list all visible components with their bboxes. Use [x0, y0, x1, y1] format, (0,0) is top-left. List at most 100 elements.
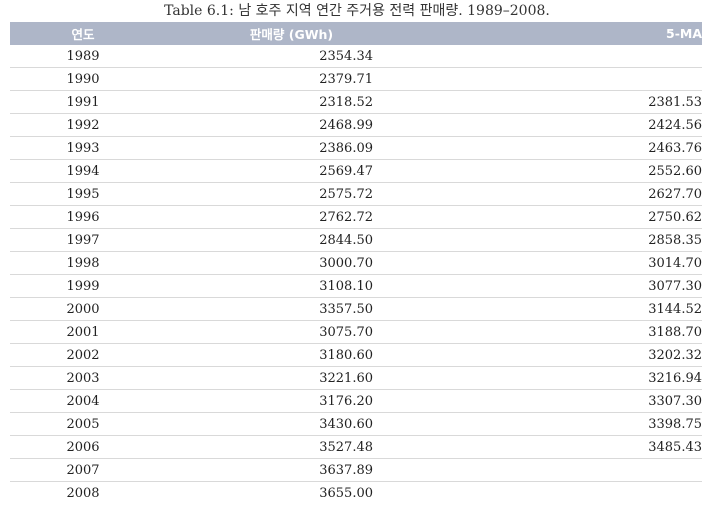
cell-ma: 3307.30	[427, 389, 702, 413]
cell-sales: 3637.89	[156, 458, 427, 482]
table-body: 1989 2354.34 1990 2379.71 1991 2318.52 2381.53…	[10, 45, 702, 504]
cell-ma	[427, 45, 702, 68]
cell-year: 2000	[10, 297, 156, 321]
cell-sales: 3180.60	[156, 343, 427, 367]
cell-year: 2001	[10, 320, 156, 344]
cell-ma: 3014.70	[427, 251, 702, 275]
cell-sales: 2844.50	[156, 228, 427, 252]
cell-year: 2007	[10, 458, 156, 482]
cell-sales: 2575.72	[156, 182, 427, 206]
cell-sales-value: 2569.47	[319, 163, 373, 179]
table-row: 1998 3000.70 3014.70	[10, 251, 702, 275]
cell-year: 1996	[10, 205, 156, 229]
cell-year: 1990	[10, 67, 156, 91]
table-caption: Table 6.1: 남 호주 지역 연간 주거용 전력 판매량. 1989–2…	[0, 0, 714, 22]
cell-ma	[427, 481, 702, 504]
table-row: 1992 2468.99 2424.56	[10, 113, 702, 137]
table-row: 2002 3180.60 3202.32	[10, 343, 702, 367]
cell-sales-value: 2386.09	[319, 140, 373, 156]
cell-sales: 3221.60	[156, 366, 427, 390]
cell-ma: 2424.56	[427, 113, 702, 137]
cell-year: 2005	[10, 412, 156, 436]
cell-year: 1994	[10, 159, 156, 183]
cell-sales-value: 3357.50	[319, 301, 373, 317]
table-row: 2004 3176.20 3307.30	[10, 389, 702, 413]
cell-sales: 2569.47	[156, 159, 427, 183]
table-row: 1993 2386.09 2463.76	[10, 136, 702, 160]
cell-ma: 2552.60	[427, 159, 702, 183]
cell-ma: 3398.75	[427, 412, 702, 436]
cell-sales-value: 3637.89	[319, 462, 373, 478]
table-row: 1990 2379.71	[10, 67, 702, 91]
table-row: 2001 3075.70 3188.70	[10, 320, 702, 344]
cell-year: 1997	[10, 228, 156, 252]
cell-year: 1993	[10, 136, 156, 160]
cell-ma: 3216.94	[427, 366, 702, 390]
data-table: 연도 판매량 (GWh) 5-MA 1989 2354.34 1990 2379.71…	[10, 22, 702, 504]
cell-ma	[427, 67, 702, 91]
cell-year: 1995	[10, 182, 156, 206]
cell-sales: 3357.50	[156, 297, 427, 321]
table-row: 1996 2762.72 2750.62	[10, 205, 702, 229]
cell-ma: 3202.32	[427, 343, 702, 367]
cell-ma: 2627.70	[427, 182, 702, 206]
cell-sales-value: 2379.71	[319, 71, 373, 87]
cell-year: 2004	[10, 389, 156, 413]
table-row: 2007 3637.89	[10, 458, 702, 482]
cell-sales: 3108.10	[156, 274, 427, 298]
cell-sales-value: 3180.60	[319, 347, 373, 363]
cell-sales-value: 3176.20	[319, 393, 373, 409]
header-row: 연도 판매량 (GWh) 5-MA	[10, 22, 702, 45]
table-row: 2005 3430.60 3398.75	[10, 412, 702, 436]
table-row: 1995 2575.72 2627.70	[10, 182, 702, 206]
cell-sales: 3527.48	[156, 435, 427, 459]
cell-ma: 2463.76	[427, 136, 702, 160]
cell-sales-value: 3221.60	[319, 370, 373, 386]
cell-sales: 2318.52	[156, 90, 427, 114]
cell-year: 2002	[10, 343, 156, 367]
cell-year: 1992	[10, 113, 156, 137]
cell-year: 1991	[10, 90, 156, 114]
table-row: 2000 3357.50 3144.52	[10, 297, 702, 321]
table-row: 1989 2354.34	[10, 45, 702, 68]
cell-sales: 3000.70	[156, 251, 427, 275]
cell-sales-value: 2575.72	[319, 186, 373, 202]
cell-sales-value: 3075.70	[319, 324, 373, 340]
cell-sales: 3430.60	[156, 412, 427, 436]
cell-ma: 3077.30	[427, 274, 702, 298]
cell-year: 1998	[10, 251, 156, 275]
cell-sales-value: 3430.60	[319, 416, 373, 432]
cell-sales-value: 3655.00	[319, 485, 373, 501]
cell-year: 2008	[10, 481, 156, 504]
table-row: 1994 2569.47 2552.60	[10, 159, 702, 183]
table-row: 2008 3655.00	[10, 481, 702, 504]
cell-sales-value: 2762.72	[319, 209, 373, 225]
cell-sales: 2762.72	[156, 205, 427, 229]
cell-year: 2003	[10, 366, 156, 390]
cell-year: 1989	[10, 45, 156, 68]
cell-sales-value: 3527.48	[319, 439, 373, 455]
cell-ma: 3144.52	[427, 297, 702, 321]
header-sales: 판매량 (GWh)	[156, 22, 427, 45]
cell-year: 1999	[10, 274, 156, 298]
cell-year: 2006	[10, 435, 156, 459]
cell-sales: 3176.20	[156, 389, 427, 413]
cell-sales-value: 2354.34	[319, 48, 373, 64]
cell-sales: 3075.70	[156, 320, 427, 344]
header-ma: 5-MA	[427, 22, 702, 45]
cell-sales: 2386.09	[156, 136, 427, 160]
cell-sales: 2354.34	[156, 45, 427, 68]
table-row: 1991 2318.52 2381.53	[10, 90, 702, 114]
cell-sales-value: 2318.52	[319, 94, 373, 110]
table-row: 2003 3221.60 3216.94	[10, 366, 702, 390]
header-year: 연도	[10, 22, 156, 45]
caption-text: 남 호주 지역 연간 주거용 전력 판매량. 1989–2008.	[238, 3, 550, 19]
cell-sales: 2379.71	[156, 67, 427, 91]
table-row: 1999 3108.10 3077.30	[10, 274, 702, 298]
cell-ma: 2750.62	[427, 205, 702, 229]
cell-ma: 2381.53	[427, 90, 702, 114]
cell-sales: 2468.99	[156, 113, 427, 137]
table-row: 2006 3527.48 3485.43	[10, 435, 702, 459]
cell-sales-value: 2844.50	[319, 232, 373, 248]
cell-sales-value: 3000.70	[319, 255, 373, 271]
